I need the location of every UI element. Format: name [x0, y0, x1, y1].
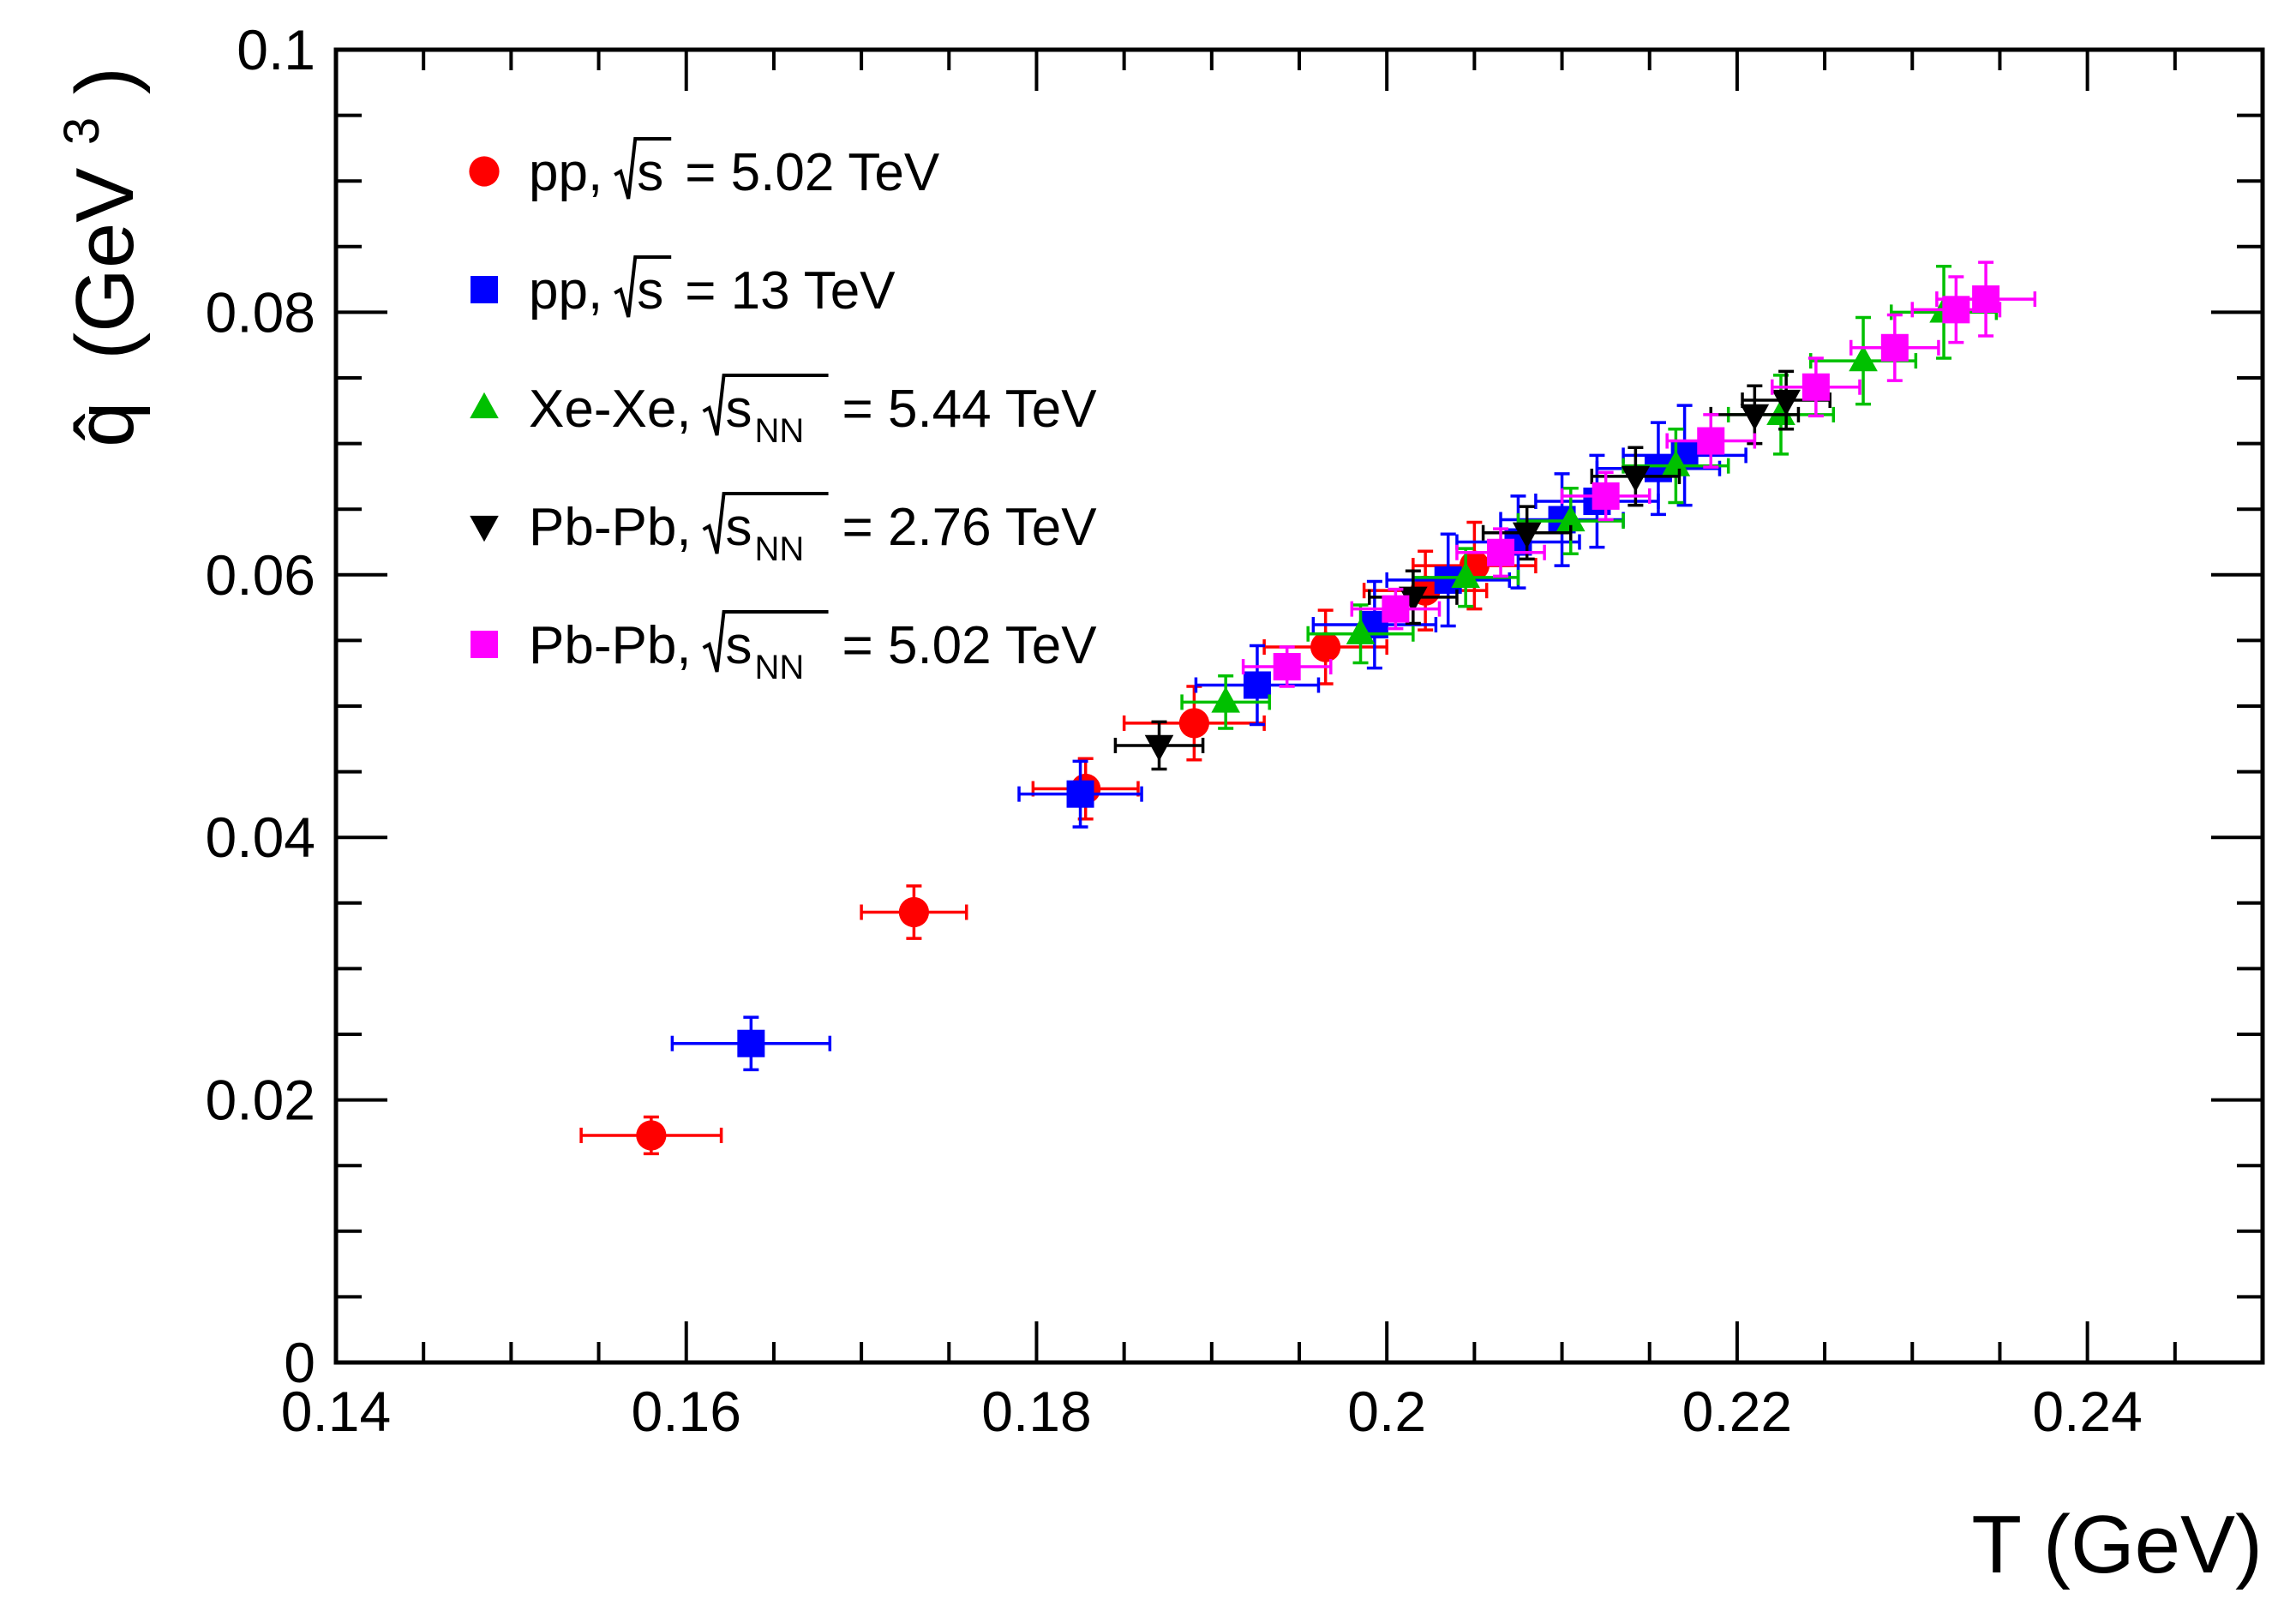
plot-area — [579, 261, 2037, 1156]
data-point — [1592, 482, 1620, 510]
data-point — [1273, 653, 1301, 681]
legend-entry: Pb-Pb, s NN = 2.76 TeV — [470, 492, 1098, 568]
sqrt-sign — [702, 492, 829, 554]
y-axis-unit-prefix: (GeV — [59, 168, 151, 360]
legend-sqrt-label: s — [726, 616, 752, 675]
data-point — [1346, 618, 1376, 644]
legend-marker — [471, 276, 498, 303]
legend-energy: = 2.76 TeV — [842, 498, 1098, 557]
legend-energy: = 5.02 TeV — [842, 616, 1098, 675]
data-point — [1972, 285, 2000, 314]
legend-entry: pp, s = 5.02 TeV — [469, 137, 940, 202]
error-bar — [1771, 356, 1861, 418]
legend-entry: Pb-Pb, s NN = 5.02 TeV — [471, 610, 1098, 686]
data-point — [1382, 595, 1410, 623]
x-tick-label: 0.22 — [1682, 1380, 1792, 1443]
legend-sqrt-label: s — [637, 261, 663, 320]
legend-marker — [471, 631, 498, 658]
legend-entry: Xe-Xe, s NN = 5.44 TeV — [470, 374, 1098, 450]
legend-system: pp, — [529, 143, 602, 202]
legend-energy: = 13 TeV — [685, 261, 896, 320]
series-pp-13 — [670, 404, 1747, 1072]
series-pbpb-5.02 — [1241, 261, 2037, 688]
axes: 0.14 0.16 0.18 0.2 0.22 0.24 0 0.02 0.04 0.06 0.08… — [206, 18, 2265, 1443]
legend-energy: = 5.02 TeV — [685, 143, 940, 202]
error-bar — [1180, 674, 1272, 730]
data-point — [1310, 632, 1341, 662]
sqrt-sign — [614, 255, 672, 318]
y-axis-unit-exp: 3 — [54, 117, 110, 145]
data-point — [1801, 373, 1830, 401]
data-point — [1621, 465, 1651, 493]
legend-sqrt-label: s — [637, 143, 663, 202]
legend-system: Xe-Xe, — [529, 380, 692, 439]
legend-subscript: NN — [755, 412, 805, 450]
y-axis-title: q̂ (GeV 3 ) — [25, 67, 151, 447]
y-tick-label: 0 — [284, 1331, 315, 1394]
data-point — [636, 1120, 667, 1151]
data-point — [1066, 780, 1094, 808]
data-point — [1399, 586, 1428, 614]
x-tick-label: 0.24 — [2032, 1380, 2142, 1443]
legend-system: Pb-Pb, — [529, 498, 692, 557]
sqrt-sign — [702, 374, 829, 436]
y-tick-label: 0.04 — [206, 805, 315, 869]
x-axis-title: T (GeV) — [1971, 1499, 2263, 1590]
data-point — [1556, 505, 1586, 532]
x-tick-label: 0.18 — [981, 1380, 1091, 1443]
legend-marker — [470, 515, 499, 542]
data-point — [1880, 333, 1909, 362]
data-point — [1697, 427, 1725, 455]
y-tick-label: 0.06 — [206, 543, 315, 607]
data-point — [1144, 734, 1174, 762]
y-tick-label: 0.02 — [206, 1069, 315, 1132]
data-point — [1849, 344, 1878, 372]
x-tick-label: 0.16 — [631, 1380, 740, 1443]
sqrt-sign — [614, 137, 672, 200]
data-point — [1211, 686, 1240, 713]
x-tick-label: 0.2 — [1347, 1380, 1426, 1443]
data-point — [1243, 671, 1271, 699]
y-axis-symbol: q̂ — [59, 401, 151, 446]
legend-marker — [469, 156, 500, 187]
data-point — [737, 1029, 765, 1057]
legend-marker — [470, 392, 499, 419]
legend-subscript: NN — [755, 649, 805, 686]
y-tick-label: 0.1 — [237, 18, 315, 81]
legend-sqrt-label: s — [726, 380, 752, 439]
y-axis-unit-suffix: ) — [59, 67, 151, 94]
legend-subscript: NN — [755, 530, 805, 568]
data-point — [1661, 450, 1691, 476]
data-point — [1771, 389, 1801, 416]
legend-system: pp, — [529, 261, 602, 320]
legend-system: Pb-Pb, — [529, 616, 692, 675]
plot-frame — [333, 47, 2265, 1365]
data-point — [1178, 708, 1209, 739]
legend-entry: pp, s = 13 TeV — [471, 255, 896, 320]
data-point — [1740, 404, 1770, 431]
x-tick-label: 0.14 — [281, 1380, 391, 1443]
legend-energy: = 5.44 TeV — [842, 380, 1098, 439]
data-point — [1451, 561, 1480, 589]
legend-sqrt-label: s — [726, 498, 752, 557]
data-point — [1512, 522, 1542, 549]
sqrt-sign — [702, 610, 829, 673]
data-point — [898, 896, 929, 928]
data-point — [1766, 398, 1795, 426]
data-point — [1487, 538, 1515, 566]
y-tick-label: 0.08 — [206, 280, 315, 344]
